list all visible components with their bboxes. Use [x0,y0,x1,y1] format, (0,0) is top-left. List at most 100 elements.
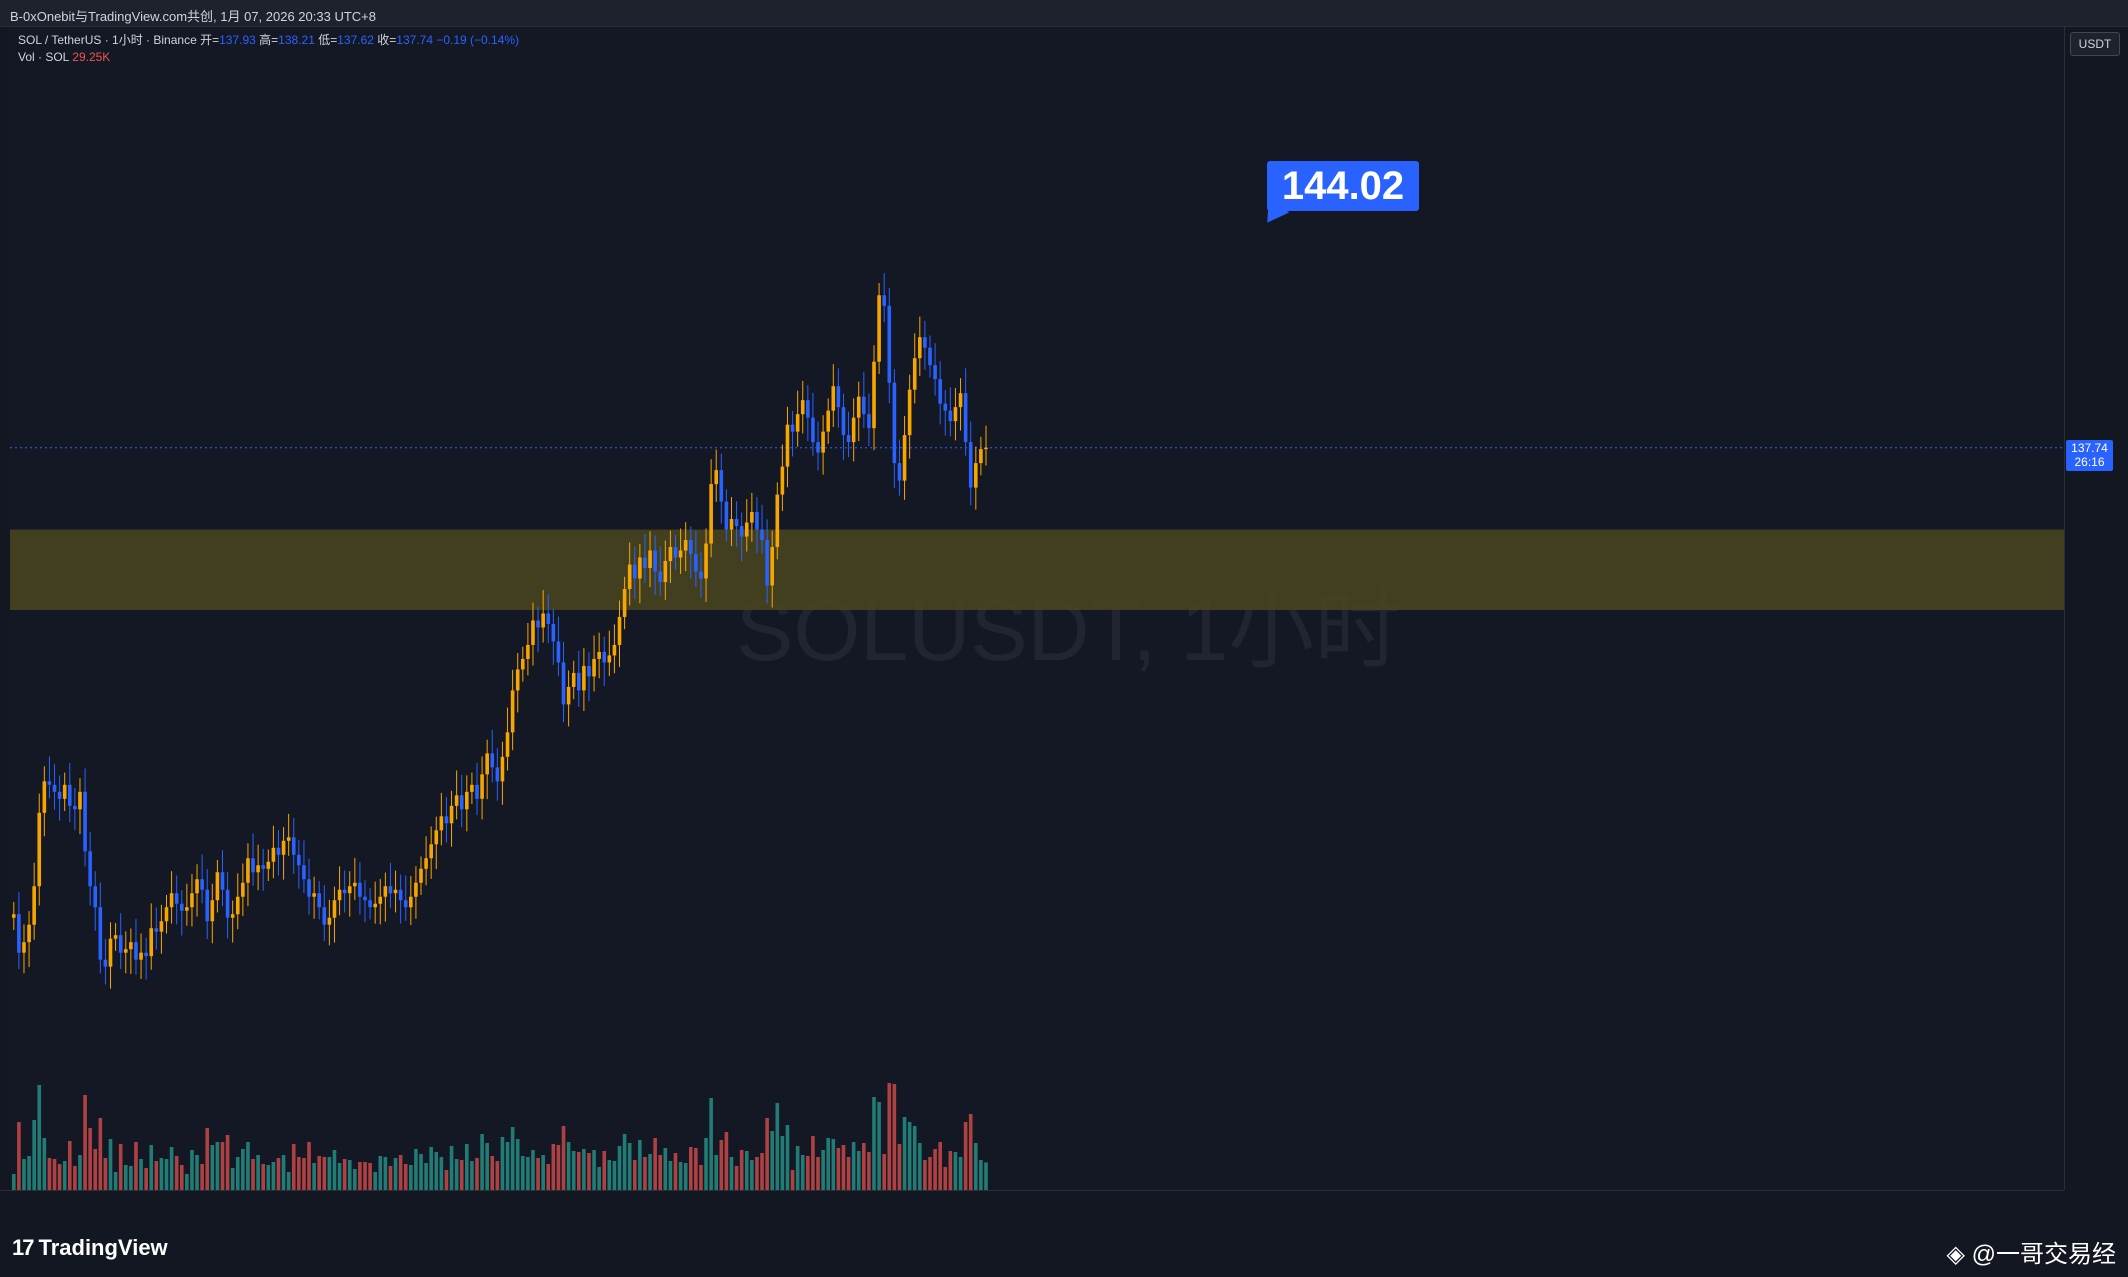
volume-bar [948,1151,953,1190]
volume-bar [230,1168,235,1190]
candle-body [388,886,393,894]
candle-body [67,784,72,806]
volume-bar [129,1166,133,1190]
volume-bar [505,1142,510,1190]
candle-body [755,512,759,530]
volume-bar [918,1143,922,1190]
volume-bar [938,1142,942,1190]
volume-bar [98,1118,103,1190]
volume-bar [62,1161,67,1190]
candle-body [933,365,937,380]
legend-vol-label[interactable]: Vol · SOL [18,50,69,64]
volume-bar [856,1151,861,1190]
volume-bar [154,1161,159,1190]
volume-bar [836,1148,841,1190]
footer [0,1216,2128,1277]
price-axis[interactable] [2064,27,2128,1190]
chart-svg[interactable]: 117.00118.00119.00120.00121.00122.00123.… [0,0,2064,1216]
candle-body [907,389,912,436]
candle-body [465,791,469,810]
candle-body [729,519,734,530]
candle-body [271,847,276,862]
volume-bar [724,1132,729,1190]
candle-body [490,753,495,768]
candle-body [592,658,596,677]
volume-bar [291,1144,296,1190]
volume-bar [144,1168,148,1190]
volume-bar [750,1160,754,1190]
candle-body [587,665,591,677]
volume-bar [775,1103,780,1190]
volume-bar [465,1144,469,1190]
volume-bar [923,1160,927,1190]
volume-bar [93,1149,98,1190]
candle-body [215,872,220,901]
volume-bar [521,1156,525,1190]
volume-bar [22,1159,26,1190]
volume-bar [103,1158,108,1190]
legend-symbol[interactable]: SOL / TetherUS · 1小时 · Binance [18,33,197,47]
candle-body [495,767,500,782]
volume-bar [42,1138,47,1190]
volume-bar [57,1164,62,1190]
volume-bar [877,1102,881,1190]
candle-body [78,791,82,810]
volume-bar [368,1163,372,1190]
tradingview-logo[interactable]: 17 TradingView [12,1235,168,1261]
candle-body [205,889,210,922]
candle-body [123,949,128,953]
currency-unit-button[interactable]: USDT [2070,32,2120,56]
candle-body [195,879,199,894]
volume-bar [78,1155,82,1190]
volume-bar [449,1146,454,1190]
volume-bar [887,1083,892,1190]
candle-body [149,928,154,957]
volume-bar [276,1158,281,1190]
volume-bar [744,1151,749,1190]
candle-body [480,774,484,799]
candle-body [704,543,708,579]
volume-bar [546,1164,551,1190]
candle-body [485,753,489,775]
candle-body [439,816,444,831]
volume-bar [566,1142,571,1190]
time-axis[interactable] [0,1190,2064,1217]
volume-bar [862,1143,866,1190]
candle-body [734,519,739,527]
volume-bar [251,1159,255,1190]
candle-body [663,561,668,583]
candle-body [403,900,408,908]
candle-body [958,393,963,408]
volume-bar [867,1152,871,1190]
volume-bar [32,1120,36,1190]
candle-body [760,529,764,541]
volume-bar [872,1097,876,1190]
candle-body [566,686,571,705]
legend-high-label: 高= [259,33,279,47]
candle-body [332,900,337,918]
legend-high: 138.21 [278,33,315,47]
candle-body [658,571,663,583]
volume-bar [149,1145,154,1190]
volume-bar [337,1163,342,1190]
legend-volume-row: Vol · SOL 29.25K [18,49,519,66]
candle-body [515,669,520,691]
candle-body [770,547,775,586]
candle-body [235,896,240,915]
volume-bar [414,1149,418,1190]
volume-bar [912,1126,917,1190]
volume-bar [571,1151,576,1190]
volume-bar [235,1157,240,1190]
volume-bar [734,1166,739,1190]
candle-body [297,854,301,866]
volume-bar [454,1159,459,1190]
volume-bar [719,1140,724,1190]
candle-body [429,844,433,859]
volume-bar [714,1155,719,1190]
volume-bar [953,1152,958,1190]
candle-body [836,386,841,408]
volume-bar [434,1152,439,1190]
candle-body [337,889,342,901]
price-callout[interactable]: 144.02 [1267,161,1419,211]
volume-bar [215,1142,220,1190]
